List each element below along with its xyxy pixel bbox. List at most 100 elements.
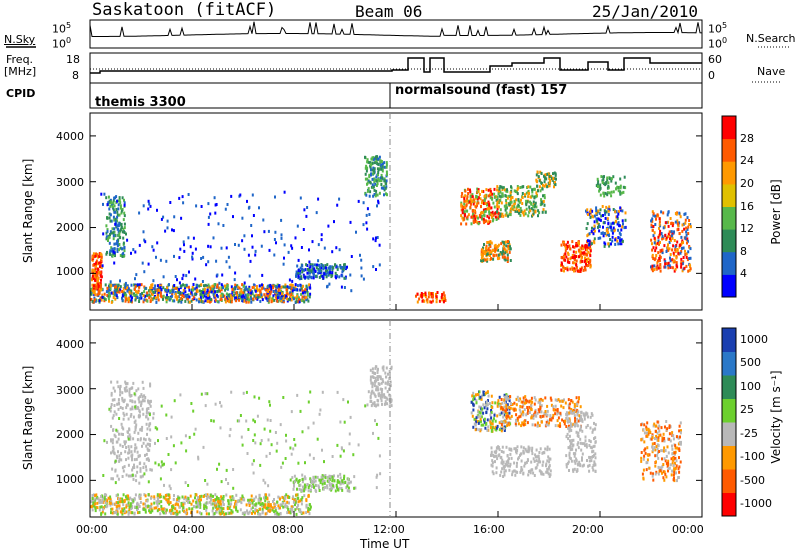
power-cell: [612, 208, 615, 211]
power-cell: [323, 272, 326, 276]
power-cell: [470, 200, 473, 204]
velocity-cell: [197, 496, 199, 499]
velocity-cell: [498, 448, 501, 452]
velocity-cell: [591, 466, 594, 469]
velocity-cell: [134, 446, 137, 450]
velocity-cell: [528, 446, 531, 450]
velocity-cell: [505, 445, 508, 449]
power-cell: [311, 240, 314, 244]
velocity-cell: [530, 404, 533, 408]
power-cell: [169, 289, 172, 293]
power-cell: [171, 299, 174, 303]
velocity-cell: [539, 397, 542, 401]
power-cell: [116, 247, 119, 251]
velocity-cell: [292, 487, 295, 491]
velocity-cell: [257, 512, 260, 516]
power-cell: [492, 254, 495, 258]
velocity-cell: [490, 408, 493, 412]
power-cell: [606, 232, 609, 236]
power-cell: [589, 258, 592, 262]
velocity-cell: [110, 477, 113, 481]
power-cell: [684, 221, 687, 225]
power-cell: [471, 209, 474, 213]
power-cell: [123, 291, 126, 295]
velocity-cell: [100, 505, 103, 509]
velocity-cell: [372, 371, 375, 375]
power-cell: [618, 185, 621, 189]
velocity-cell: [128, 511, 130, 515]
velocity-cell: [102, 506, 105, 510]
power-cell: [283, 243, 286, 247]
power-cell: [113, 261, 116, 265]
velocity-cell: [547, 472, 550, 476]
velocity-cell: [525, 398, 527, 402]
velocity-cell: [171, 504, 174, 508]
cpid-mode-normalsound: normalsound (fast) 157: [395, 83, 568, 98]
velocity-cell: [128, 433, 131, 437]
power-cell: [134, 277, 136, 281]
power-cell: [564, 244, 567, 248]
power-cell: [204, 283, 207, 287]
velocity-cell: [168, 496, 171, 500]
power-cell: [318, 265, 321, 269]
power-cell: [184, 284, 187, 287]
velocity-cell: [293, 474, 296, 478]
velocity-cell: [214, 498, 217, 502]
power-cell: [152, 279, 155, 283]
velocity-cell: [539, 447, 542, 451]
power-cell: [569, 257, 572, 261]
power-cell: [276, 293, 279, 297]
velocity-cell: [507, 461, 510, 464]
xaxis-label: Time UT: [360, 537, 410, 551]
power-cell: [598, 189, 601, 193]
velocity-cell: [571, 424, 574, 428]
power-cell: [187, 236, 190, 240]
velocity-cell: [218, 501, 221, 505]
velocity-cell: [494, 419, 497, 423]
velocity-cell: [490, 450, 493, 454]
power-cell: [546, 172, 549, 176]
power-cell: [372, 157, 375, 161]
velocity-cell: [322, 474, 325, 478]
velocity-cell: [100, 500, 103, 504]
power-cell: [306, 286, 309, 290]
velocity-cell: [486, 428, 489, 432]
velocity-cell: [264, 496, 267, 499]
power-cell: [238, 298, 241, 302]
velocity-cell: [501, 408, 504, 411]
velocity-cell: [180, 501, 183, 505]
velocity-cell: [264, 512, 267, 516]
power-cell: [488, 243, 491, 247]
power-cell: [681, 239, 684, 243]
velocity-cell: [110, 405, 113, 409]
velocity-cell: [262, 503, 265, 507]
power-cell: [235, 291, 238, 295]
power-cell: [307, 268, 310, 272]
power-cell: [122, 287, 125, 290]
power-cell: [115, 287, 118, 291]
velocity-cell: [490, 394, 493, 398]
power-cell: [674, 220, 677, 224]
velocity-cell: [130, 454, 133, 458]
power-cell: [480, 256, 483, 260]
velocity-cell: [200, 512, 203, 516]
power-cell: [105, 196, 108, 200]
power-cell: [482, 217, 485, 221]
power-cell: [243, 247, 246, 251]
velocity-cell: [485, 391, 488, 395]
power-cell: [240, 290, 243, 294]
power-cell: [106, 216, 109, 220]
power-cell: [572, 261, 575, 265]
power-cell: [364, 155, 366, 159]
power-cell: [443, 294, 446, 298]
power-cell: [295, 274, 297, 278]
power-cell: [130, 283, 133, 287]
power-cell: [603, 232, 606, 235]
velocity-cell: [503, 467, 506, 471]
power-cell: [317, 259, 320, 263]
velocity-cell: [537, 400, 540, 404]
velocity-cell: [93, 504, 96, 508]
noise-left-tick-top: 105: [52, 21, 72, 36]
power-cell: [184, 286, 186, 290]
power-cell: [587, 213, 589, 216]
